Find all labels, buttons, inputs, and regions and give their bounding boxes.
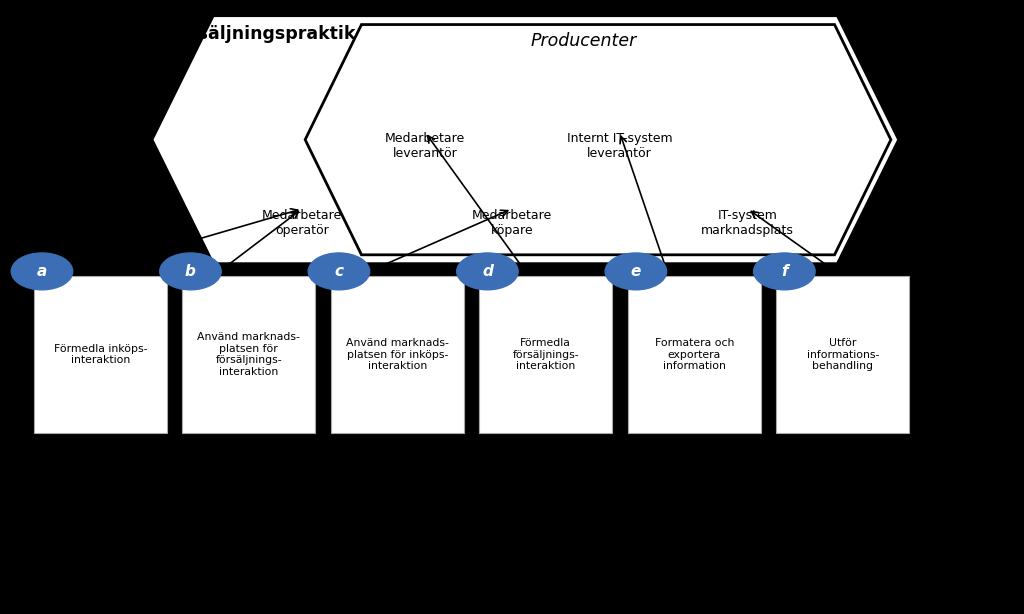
Text: Försäljningspraktik: Försäljningspraktik — [166, 25, 355, 42]
Text: Utför
informations-
behandling: Utför informations- behandling — [807, 338, 879, 371]
Text: Producenter: Producenter — [530, 32, 637, 50]
Circle shape — [160, 253, 221, 290]
FancyBboxPatch shape — [182, 276, 315, 433]
FancyBboxPatch shape — [628, 276, 761, 433]
Text: f: f — [781, 264, 787, 279]
Circle shape — [457, 253, 518, 290]
Text: Använd marknads-
platsen för
försäljnings-
interaktion: Använd marknads- platsen för försäljning… — [198, 332, 300, 377]
Text: Medarbetare
leverantör: Medarbetare leverantör — [385, 132, 465, 160]
Text: Formatera och
exportera
information: Formatera och exportera information — [654, 338, 734, 371]
Text: c: c — [335, 264, 343, 279]
FancyBboxPatch shape — [776, 276, 909, 433]
Circle shape — [754, 253, 815, 290]
Text: Medarbetare
köpare: Medarbetare köpare — [472, 209, 552, 237]
Text: a: a — [37, 264, 47, 279]
Text: Förmedla inköps-
interaktion: Förmedla inköps- interaktion — [53, 344, 147, 365]
Circle shape — [11, 253, 73, 290]
Polygon shape — [305, 25, 891, 255]
Circle shape — [605, 253, 667, 290]
FancyBboxPatch shape — [479, 276, 612, 433]
Text: e: e — [631, 264, 641, 279]
Text: IT-system
marknadsplats: IT-system marknadsplats — [701, 209, 794, 237]
Polygon shape — [152, 15, 899, 264]
Text: d: d — [482, 264, 493, 279]
Text: Medarbetare
operatör: Medarbetare operatör — [262, 209, 342, 237]
FancyBboxPatch shape — [34, 276, 167, 433]
Text: b: b — [185, 264, 196, 279]
Text: Använd marknads-
platsen för inköps-
interaktion: Använd marknads- platsen för inköps- int… — [346, 338, 449, 371]
Text: Förmedla
försäljnings-
interaktion: Förmedla försäljnings- interaktion — [512, 338, 580, 371]
FancyBboxPatch shape — [331, 276, 464, 433]
Circle shape — [308, 253, 370, 290]
Text: Internt IT-system
leverantör: Internt IT-system leverantör — [566, 132, 673, 160]
